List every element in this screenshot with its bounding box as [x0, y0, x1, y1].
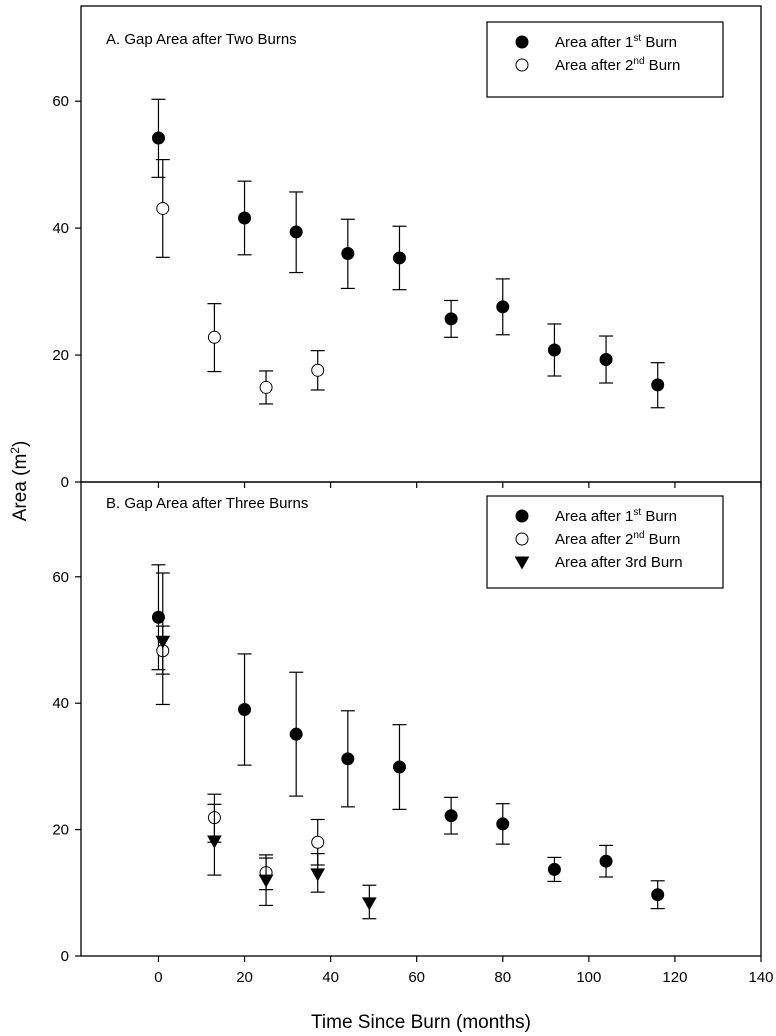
- legend-label-end: Burn: [641, 34, 677, 51]
- panel-b-y-tick-label: 60: [52, 569, 69, 586]
- data-point: [496, 300, 510, 314]
- legend-label-1: Area after 1st Burn: [555, 507, 677, 525]
- data-point: [392, 760, 406, 774]
- legend-label-2: Area after 2nd Burn: [555, 530, 680, 548]
- data-point: [151, 610, 165, 624]
- legend-marker-1: [515, 509, 529, 523]
- x-tick-label: 60: [408, 969, 425, 986]
- x-tick-label: 40: [322, 969, 339, 986]
- x-tick-label: 100: [576, 969, 601, 986]
- legend-label-sup: nd: [633, 530, 644, 541]
- legend-label-base: Area after 2: [555, 57, 633, 74]
- data-point: [341, 247, 355, 261]
- data-point: [341, 752, 355, 766]
- data-point: [238, 703, 252, 717]
- data-point: [289, 727, 303, 741]
- panel-a-y-tick-label: 40: [52, 220, 69, 237]
- legend-label-end: Burn: [645, 57, 681, 74]
- panel-b-frame: [80, 481, 762, 957]
- x-axis-title: Time Since Burn (months): [311, 1012, 531, 1033]
- legend-marker-3: [514, 556, 530, 570]
- legend-label-sup: nd: [633, 56, 644, 67]
- data-point: [207, 330, 221, 344]
- data-point: [311, 835, 325, 849]
- marks-layer: [151, 98, 665, 920]
- panel-b-y-tick-label: 0: [61, 948, 69, 965]
- x-tick-label: 140: [748, 969, 773, 986]
- y-axis-title-base: Area (m: [10, 454, 31, 522]
- panel-b-title: B. Gap Area after Three Burns: [106, 495, 308, 512]
- legend-marker-2: [515, 532, 529, 546]
- legend-label-2: Area after 2nd Burn: [555, 56, 680, 74]
- data-point: [310, 868, 326, 882]
- data-point: [155, 635, 171, 649]
- data-point: [259, 380, 273, 394]
- legend-label-sup: st: [633, 33, 641, 44]
- panel-b-y-tick-label: 20: [52, 822, 69, 839]
- legend-label-1: Area after 1st Burn: [555, 33, 677, 51]
- panel-a-y-tick-label: 0: [61, 474, 69, 491]
- panel-a-title: A. Gap Area after Two Burns: [106, 31, 297, 48]
- y-axis-title-sup: 2: [8, 447, 22, 454]
- y-axis-title: Area (m2): [8, 441, 31, 522]
- data-point: [651, 378, 665, 392]
- data-point: [547, 343, 561, 357]
- data-point: [444, 312, 458, 326]
- panel-a-y-tick-label: 60: [52, 93, 69, 110]
- data-point: [444, 809, 458, 823]
- x-tick-label: 80: [494, 969, 511, 986]
- legend-label-base: Area after 1: [555, 508, 633, 525]
- legend-label-sup: st: [633, 507, 641, 518]
- panel-b-series-3: [155, 625, 377, 920]
- legend-label-end: Burn: [645, 531, 681, 548]
- panel-a-series-1: [151, 98, 665, 409]
- panel-a-y-tick-label: 20: [52, 347, 69, 364]
- legend-marker-2: [515, 58, 529, 72]
- x-tick-label: 120: [662, 969, 687, 986]
- data-point: [207, 835, 222, 849]
- data-point: [547, 862, 561, 876]
- legend-label-base: Area after 1: [555, 34, 633, 51]
- axes-layer: 0 20 40 60 0 20 40 60 0 20 40 60 80 100 120 140: [52, 93, 773, 986]
- data-point: [361, 897, 377, 911]
- data-point: [258, 874, 274, 888]
- data-point: [311, 363, 325, 377]
- data-point: [651, 888, 665, 902]
- legend-label-end: Burn: [641, 508, 677, 525]
- x-tick-label: 20: [236, 969, 253, 986]
- legend-a-box: [486, 21, 724, 98]
- data-point: [392, 251, 406, 265]
- data-point: [238, 211, 252, 225]
- data-point: [599, 353, 613, 367]
- y-axis-title-end: ): [10, 441, 31, 447]
- x-tick-label: 0: [154, 969, 162, 986]
- data-point: [496, 817, 510, 831]
- data-point: [156, 201, 170, 215]
- panel-b-series-1: [151, 564, 665, 910]
- legend-marker-1: [515, 35, 529, 49]
- legend-label-base: Area after 2: [555, 531, 633, 548]
- data-point: [599, 854, 613, 868]
- panel-b-y-tick-label: 40: [52, 695, 69, 712]
- panel-a-series-2: [155, 158, 325, 405]
- data-point: [289, 225, 303, 239]
- data-point: [151, 131, 165, 145]
- legend-label-3: Area after 3rd Burn: [555, 554, 683, 571]
- legend-label-base: Area after 3rd Burn: [555, 554, 683, 571]
